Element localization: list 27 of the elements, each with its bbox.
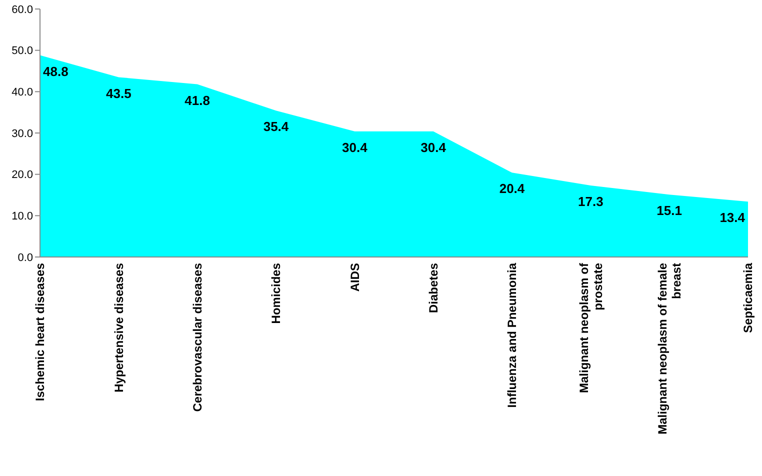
x-tick-label: Ischemic heart diseases [33, 262, 48, 402]
x-tick-label: Homicides [269, 262, 284, 324]
data-label: 13.4 [720, 210, 746, 226]
y-tick-label: 20.0 [12, 169, 33, 182]
data-label: 15.1 [656, 203, 682, 218]
x-tick-label: Diabetes [426, 262, 441, 314]
data-label: 48.8 [43, 64, 68, 79]
data-label: 41.8 [184, 92, 210, 108]
data-label: 35.4 [263, 119, 290, 134]
data-label: 20.4 [499, 181, 526, 196]
y-tick-label: 30.0 [12, 128, 33, 140]
x-tick-label: Malignant neoplasm of female breast [656, 262, 684, 434]
data-label: 43.5 [106, 86, 132, 101]
x-tick-label: AIDS [348, 263, 362, 292]
y-tick-label: 10.0 [12, 210, 33, 223]
y-tick-label: 50.0 [12, 45, 33, 58]
data-label: 30.4 [342, 140, 368, 155]
x-tick-label: Septicaemia [741, 262, 756, 334]
x-tick-label: Hypertensive diseases [112, 262, 126, 392]
x-tick-label: Cerebrovascular diseases [190, 262, 205, 412]
data-label: 17.3 [578, 194, 604, 210]
data-label: 30.4 [420, 140, 447, 155]
x-tick-label: Malignant neoplasm of prostate [576, 262, 605, 394]
x-tick-label: Influenza and Pneumonia [505, 262, 520, 408]
y-tick-label: 0.0 [18, 252, 33, 264]
y-tick-label: 60.0 [12, 4, 33, 16]
y-tick-label: 40.0 [12, 86, 33, 99]
